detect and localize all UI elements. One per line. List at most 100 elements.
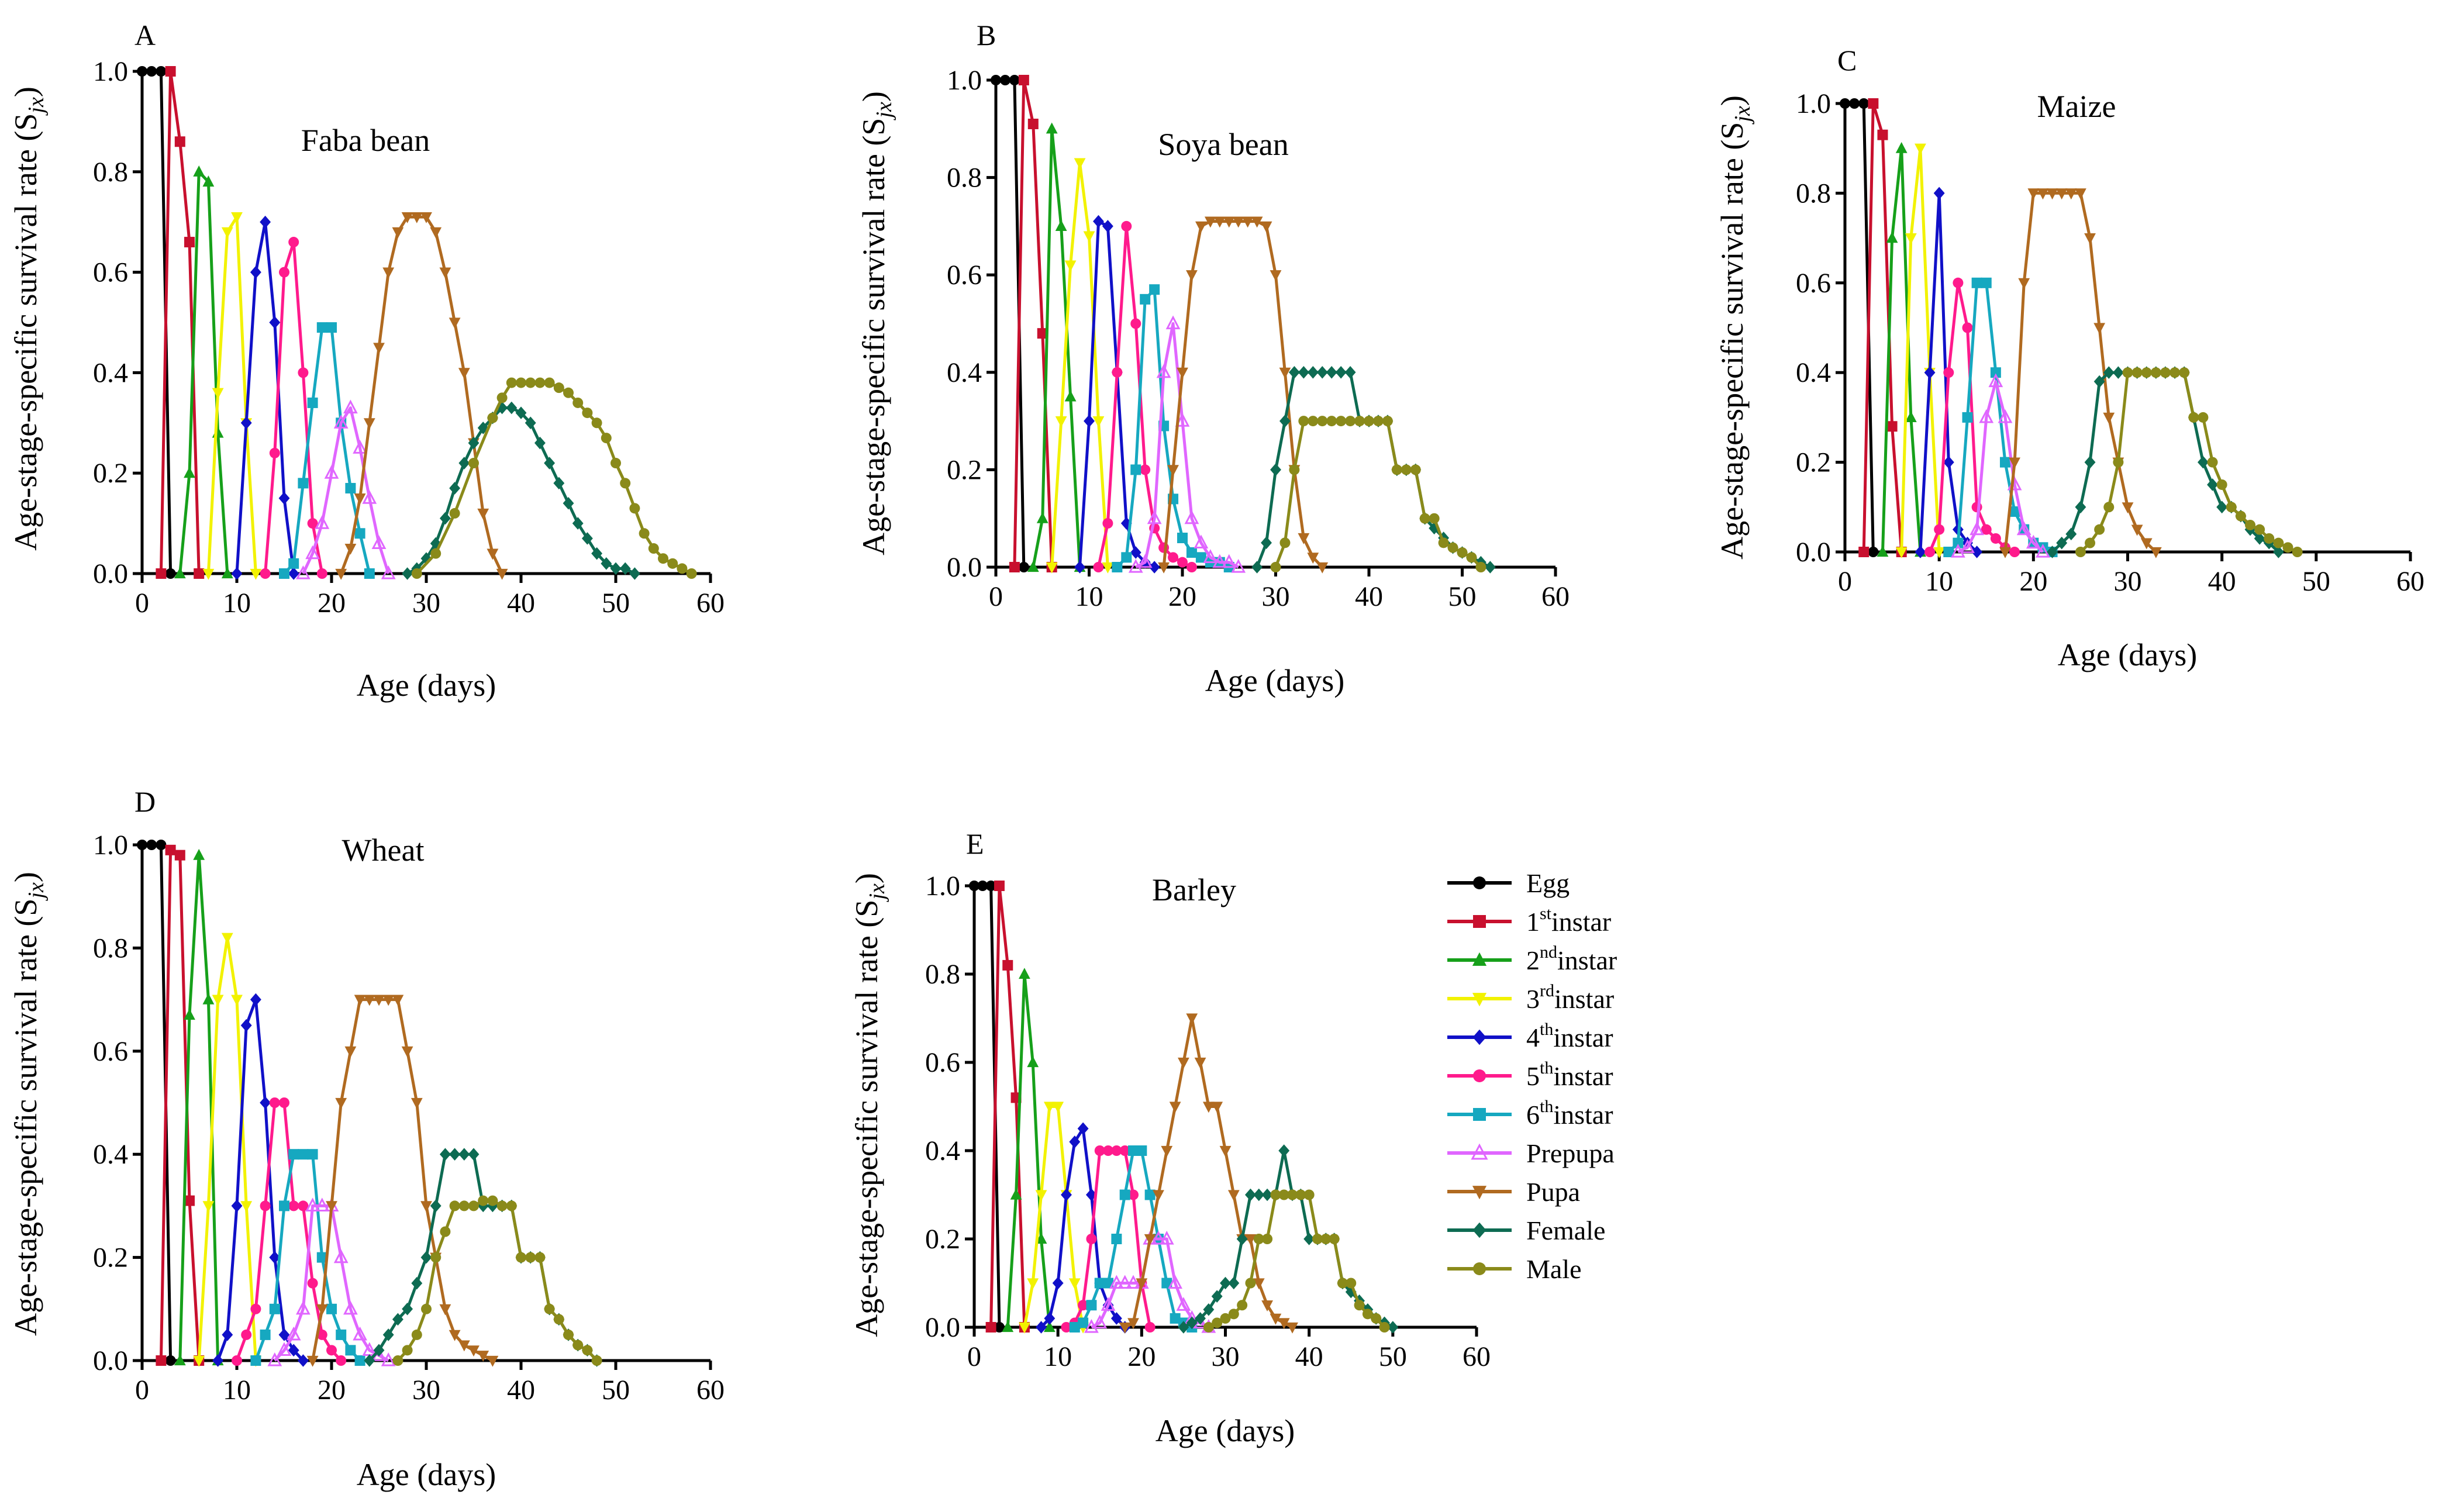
data-point: [296, 565, 311, 579]
y-tick-label: 0.0: [925, 1312, 960, 1343]
data-point: [1337, 1278, 1348, 1289]
data-point: [1354, 416, 1365, 427]
data-point: [202, 993, 215, 1004]
data-point: [1278, 1144, 1290, 1157]
y-tick-label: 1.0: [947, 65, 982, 96]
data-point: [1379, 1322, 1390, 1333]
data-point: [267, 1352, 282, 1366]
series-prepupa: [1128, 315, 1246, 573]
data-point: [156, 1355, 167, 1366]
data-point: [2065, 188, 2077, 200]
data-point: [305, 1197, 320, 1211]
data-point: [506, 377, 517, 388]
data-point: [1151, 1230, 1166, 1245]
data-point: [260, 1329, 271, 1340]
y-axis-title: Age-stage-specific survival rate (Sjx): [8, 87, 49, 551]
data-point: [2122, 502, 2134, 514]
x-tick-label: 20: [1168, 581, 1196, 612]
data-point: [1094, 1278, 1105, 1289]
data-point: [1195, 1312, 1206, 1325]
data-point: [449, 1148, 461, 1161]
data-point: [279, 568, 289, 579]
data-point: [1990, 367, 2001, 378]
legend-label: Egg: [1526, 868, 1570, 898]
data-point: [1998, 409, 2013, 423]
data-point: [1466, 552, 1477, 563]
data-point: [324, 465, 339, 479]
data-point: [277, 1342, 292, 1356]
data-point: [336, 1355, 347, 1366]
data-point: [1960, 539, 1975, 553]
y-tick-label: 0.0: [1796, 537, 1831, 568]
data-point: [1175, 413, 1190, 427]
data-point: [1220, 1276, 1231, 1290]
series-male: [2075, 367, 2303, 557]
data-point: [430, 227, 442, 239]
data-point: [373, 343, 385, 354]
data-point: [1121, 220, 1132, 232]
y-tick-label: 0.2: [93, 458, 128, 489]
legend-item-l1: 1stinstar: [1447, 904, 1611, 937]
legend-label: 6thinstar: [1526, 1097, 1613, 1130]
data-point: [658, 553, 668, 564]
data-point: [1457, 547, 1468, 558]
series-1st-instar: [156, 844, 205, 1366]
data-point: [1212, 1317, 1223, 1328]
data-point: [401, 1046, 413, 1058]
data-point: [1279, 367, 1291, 379]
data-point: [1052, 1276, 1064, 1290]
data-point: [1167, 465, 1179, 477]
data-point: [296, 1300, 311, 1315]
data-point: [1915, 546, 1926, 558]
data-point: [1195, 552, 1206, 563]
data-point: [1211, 1102, 1223, 1113]
data-point: [487, 412, 498, 423]
data-point: [2264, 533, 2275, 544]
data-point: [1895, 547, 1908, 558]
data-point: [345, 482, 356, 493]
data-point: [1177, 533, 1188, 544]
data-point: [1287, 1189, 1298, 1200]
series-male: [392, 1195, 602, 1366]
data-point: [591, 547, 603, 560]
y-tick-label: 0.6: [1796, 268, 1831, 299]
data-point: [449, 317, 461, 329]
data-point: [544, 457, 556, 470]
data-point: [402, 1303, 413, 1316]
data-point: [1999, 547, 2011, 558]
legend-marker: [1472, 993, 1487, 1007]
data-point: [1858, 547, 1870, 557]
data-point: [1868, 98, 1879, 109]
data-point: [202, 568, 215, 580]
legend-label: 1stinstar: [1526, 904, 1611, 937]
data-point: [1261, 536, 1272, 550]
data-point: [260, 215, 271, 229]
data-point: [260, 1096, 271, 1109]
data-point: [496, 1200, 508, 1211]
data-point: [430, 1199, 442, 1213]
data-point: [991, 75, 1001, 85]
data-point: [1153, 1190, 1164, 1202]
data-point: [1170, 1313, 1181, 1324]
data-point: [1228, 1276, 1240, 1290]
data-point: [1093, 215, 1104, 228]
data-point: [1130, 546, 1141, 559]
series-5th-instar: [1061, 1145, 1156, 1333]
data-point: [2055, 188, 2068, 200]
data-point: [288, 567, 299, 580]
x-tick-label: 40: [2208, 566, 2236, 597]
data-point: [278, 1328, 290, 1341]
data-point: [2216, 500, 2228, 514]
legend-item-l4: 4thinstar: [1447, 1020, 1613, 1052]
data-point: [1934, 524, 1945, 535]
data-point: [1046, 562, 1058, 574]
data-point: [316, 1329, 327, 1340]
data-point: [156, 568, 167, 579]
data-point: [184, 467, 195, 478]
y-tick-label: 0.6: [93, 257, 128, 288]
data-point: [343, 399, 358, 414]
data-point: [1055, 416, 1067, 427]
y-tick-label: 0.8: [93, 157, 128, 188]
x-tick-label: 10: [1044, 1341, 1072, 1372]
data-point: [1362, 1309, 1373, 1320]
